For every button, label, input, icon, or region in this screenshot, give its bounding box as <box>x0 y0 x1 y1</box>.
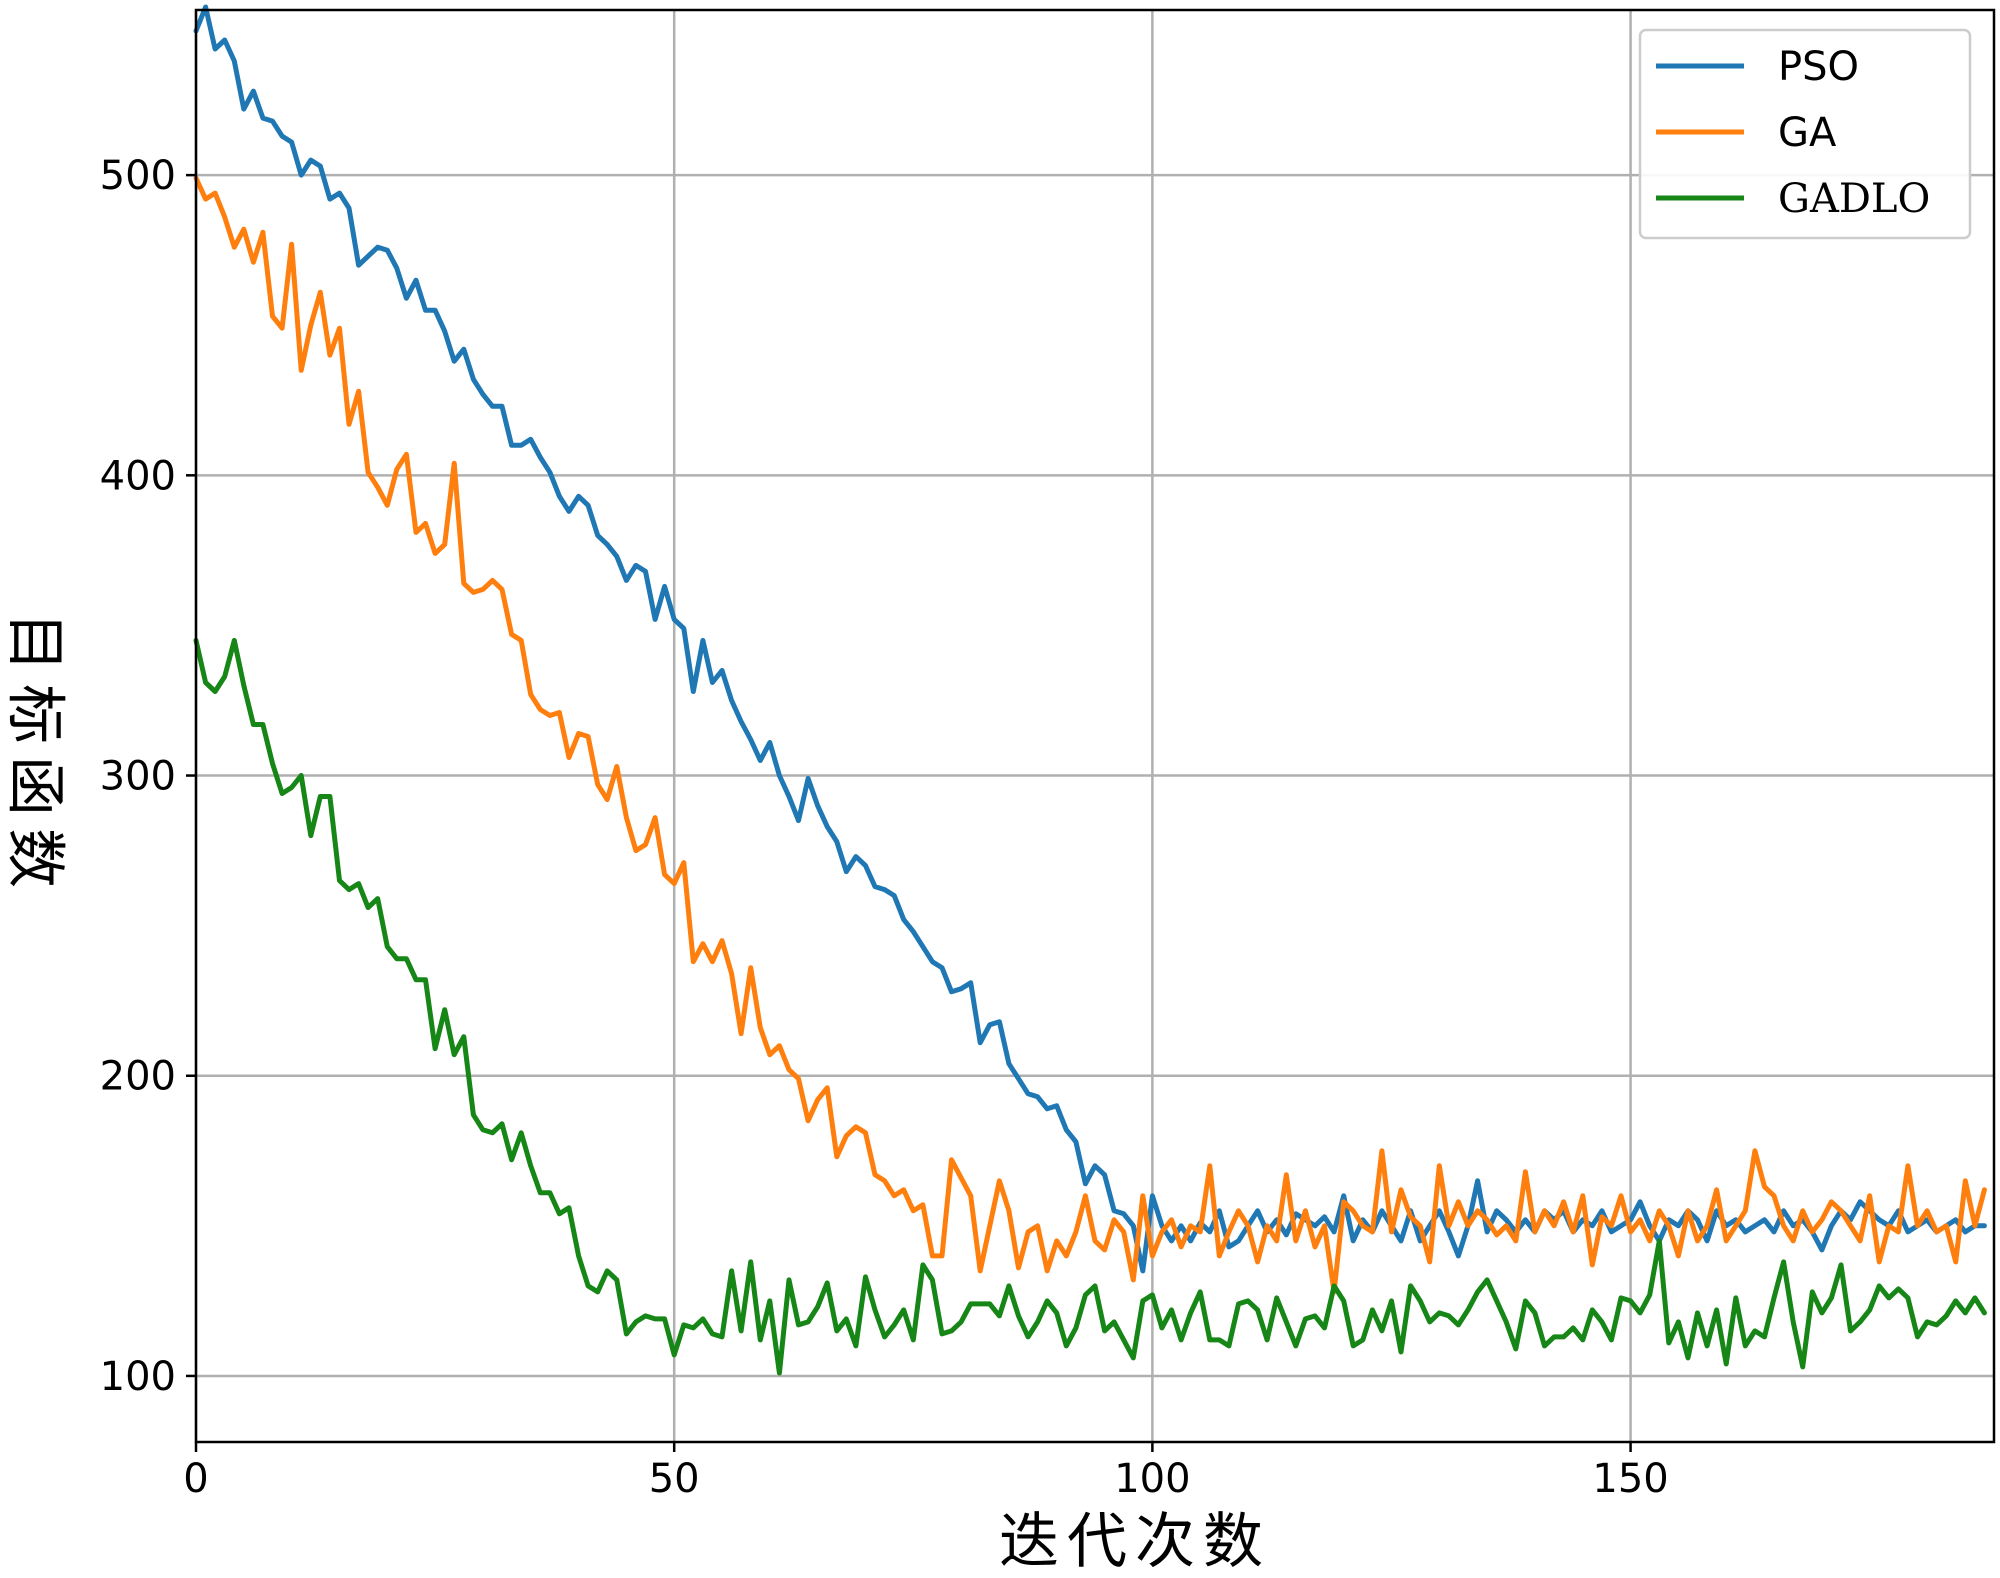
legend-box <box>1638 28 1972 240</box>
y-tick-label: 500 <box>100 153 176 199</box>
series-line-gadlo <box>193 637 1987 1376</box>
y-tick-label: 300 <box>100 754 176 800</box>
grid-lines <box>194 10 1994 1442</box>
legend-label-ga: GA <box>1778 110 1837 156</box>
y-axis-label: 目标函数 <box>0 612 69 900</box>
legend: PSO GA GADLO <box>1638 28 1972 240</box>
plot-area-frame <box>194 8 1996 1444</box>
y-tick-label: 200 <box>100 1054 176 1100</box>
y-tick-label: 400 <box>100 453 176 499</box>
legend-label-pso: PSO <box>1778 44 1859 90</box>
x-tick-label: 50 <box>649 1456 700 1502</box>
series-line-ga <box>193 175 1987 1295</box>
x-tick-label: 100 <box>1114 1456 1190 1502</box>
x-tick-label: 150 <box>1592 1456 1668 1502</box>
axis-ticks: 0 50 100 150 100 200 300 400 500 <box>100 153 1669 1502</box>
series-lines <box>193 4 1987 1376</box>
y-tick-label: 100 <box>100 1354 176 1400</box>
x-tick-label: 0 <box>183 1456 208 1502</box>
x-axis-label: 迭代次数 <box>999 1507 1271 1577</box>
legend-label-gadlo: GADLO <box>1778 176 1930 222</box>
